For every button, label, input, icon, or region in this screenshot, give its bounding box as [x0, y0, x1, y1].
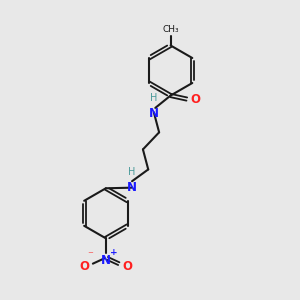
Text: O: O	[122, 260, 132, 272]
Text: N: N	[101, 254, 111, 267]
Text: ⁻: ⁻	[88, 250, 94, 260]
Text: CH₃: CH₃	[162, 25, 179, 34]
Text: H: H	[128, 167, 135, 177]
Text: H: H	[150, 93, 158, 103]
Text: O: O	[190, 93, 200, 106]
Text: N: N	[127, 181, 136, 194]
Text: O: O	[79, 260, 89, 272]
Text: N: N	[149, 107, 159, 120]
Text: +: +	[110, 248, 117, 257]
